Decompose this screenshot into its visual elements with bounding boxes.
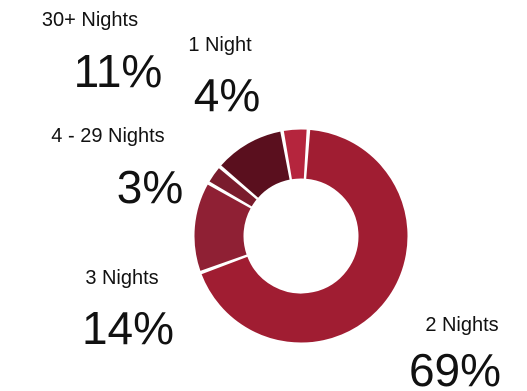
value-label-4-29-nights: 3% (117, 161, 183, 213)
slice-1-night (282, 128, 308, 181)
category-label-3-nights: 3 Nights (85, 267, 158, 289)
value-label-3-nights: 14% (82, 302, 174, 354)
category-label-2-nights: 2 Nights (425, 314, 498, 336)
value-label-30-nights: 11% (74, 45, 163, 97)
category-label-1-night: 1 Night (188, 34, 252, 56)
slice-4-29-nights (208, 166, 258, 208)
slice-30-nights (219, 130, 291, 200)
value-label-2-nights: 69% (409, 344, 501, 391)
category-label-30-nights: 30+ Nights (42, 9, 138, 31)
category-label-4-29-nights: 4 - 29 Nights (51, 125, 164, 147)
slice-3-nights (193, 183, 252, 273)
slice-2-nights (200, 128, 409, 344)
value-label-1-night: 4% (194, 69, 260, 121)
